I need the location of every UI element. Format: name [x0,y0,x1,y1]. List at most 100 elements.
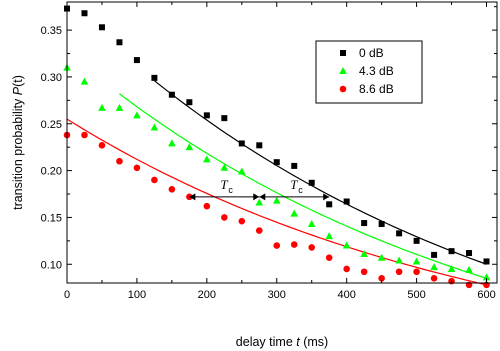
fit-curves [66,80,487,286]
data-point [151,74,158,81]
data-point [133,164,141,172]
data-point [430,263,438,271]
data-point [168,139,176,147]
tc-arrowhead-left [259,193,266,201]
tc-arrowhead-right [253,193,260,201]
data-point [413,268,420,276]
x-axis-label-var: t [296,335,300,349]
data-point [185,143,194,151]
data-point [116,39,123,46]
data-point [221,214,228,221]
y-tick-label: 0.10 [41,259,62,271]
data-point [238,140,245,147]
data-point [325,232,333,240]
data-point [412,257,421,265]
fit-curve [119,93,487,279]
data-point [360,249,368,257]
data-point [465,265,473,273]
x-tick-label: 600 [477,289,495,301]
data-point [483,258,490,265]
data-point [80,77,89,85]
x-tick-label: 0 [64,289,70,301]
data-point [308,179,315,186]
data-point [395,268,403,276]
plot-frame [66,1,498,284]
data-point [273,242,281,249]
tc-arrowhead-left [189,193,196,201]
data-point [98,103,106,111]
data-point [377,253,386,261]
data-point [203,112,210,119]
data-point [133,57,140,64]
tc-label: T [290,177,298,192]
y-axis-label-post: (t) [11,75,25,87]
data-point [290,241,298,248]
fit-curve [66,118,487,286]
data-markers [63,5,491,289]
data-point [98,24,105,31]
data-point [466,250,473,257]
data-point [203,202,211,210]
data-point [413,237,420,244]
tc-arrowhead-right [323,193,330,201]
x-axis-ticks: 0 100 200 300 400 500 600 [64,2,496,301]
legend-label: 4.3 dB [359,64,394,78]
legend-marker [339,67,347,74]
x-axis-label-pre: delay time [236,335,296,349]
tc-label-subscript: c [228,185,233,195]
data-point [221,115,228,122]
data-point [378,275,385,282]
data-point [273,159,280,166]
data-point [378,220,385,227]
data-point [325,254,333,262]
legend-label: 8.6 dB [359,82,394,96]
data-point [256,142,263,149]
data-point [168,91,175,98]
x-tick-label: 400 [337,289,355,301]
data-point [150,123,159,131]
y-tick-label: 0.30 [41,72,62,84]
legend-label: 0 dB [359,46,384,60]
data-point [447,264,456,272]
legend-items: 0 dB 4.3 dB 8.6 dB [339,46,394,96]
data-point [395,256,403,264]
y-axis-label-pre: transition probability [11,95,25,210]
data-point [115,103,124,111]
data-point [203,155,211,163]
data-point [238,217,246,225]
data-point [81,10,88,17]
data-point [255,227,263,234]
data-point [81,131,88,139]
tc-label: T [220,177,228,192]
legend-marker [339,85,347,93]
y-tick-label: 0.20 [41,166,62,178]
data-point [342,241,351,249]
data-point [343,198,350,205]
x-tick-label: 200 [198,289,216,301]
legend-box [315,40,423,104]
data-point [361,220,368,227]
data-point [360,268,368,276]
x-tick-label: 100 [128,289,146,301]
data-point [343,265,350,273]
data-point [151,176,158,184]
legend: 0 dB 4.3 dB 8.6 dB [315,40,423,104]
data-point [307,219,316,227]
legend-marker [340,50,346,56]
x-axis-label-post: (ms) [300,335,328,349]
data-point [290,209,299,217]
x-tick-label: 500 [407,289,425,301]
data-point [396,230,403,237]
data-point [116,157,123,165]
y-tick-label: 0.15 [41,212,62,224]
tc-label-subscript: c [298,185,303,195]
y-axis-label-var: P [11,86,25,95]
data-point [255,198,264,206]
data-point [291,162,298,169]
data-point [482,273,491,281]
data-point [431,251,438,258]
data-point [326,201,333,208]
data-point [133,111,141,119]
